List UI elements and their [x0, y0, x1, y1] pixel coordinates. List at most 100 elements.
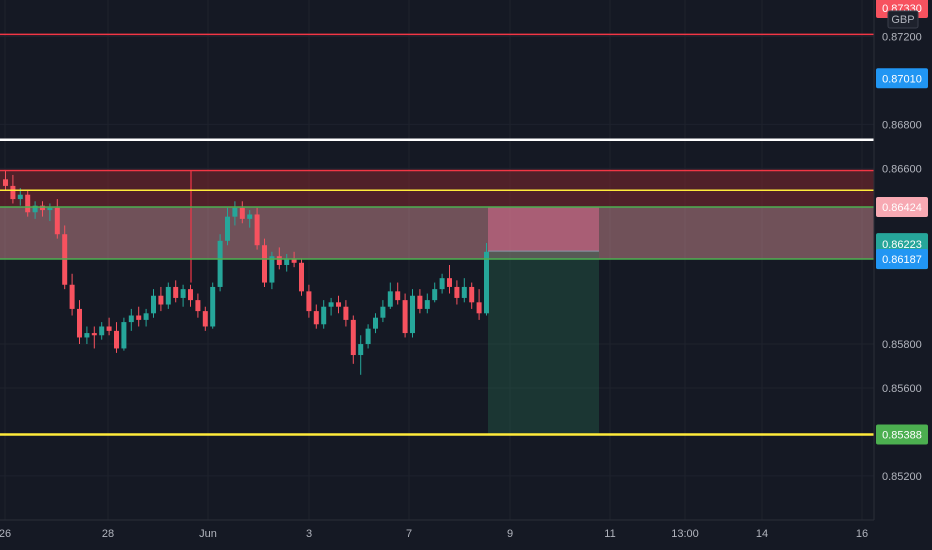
candle-bearish[interactable] — [69, 284, 75, 309]
price-badge — [876, 68, 928, 89]
candle-bullish[interactable] — [432, 289, 438, 301]
time-tick-label: 7 — [406, 528, 412, 540]
candle-bullish[interactable] — [484, 251, 489, 314]
candle-bearish[interactable] — [417, 295, 423, 309]
price-badge-label: 0.85388 — [882, 430, 922, 442]
candle-bullish[interactable] — [247, 214, 253, 219]
candle-bearish[interactable] — [195, 300, 201, 312]
candle-bullish[interactable] — [358, 344, 364, 356]
candle-bearish[interactable] — [10, 185, 16, 200]
candle-bullish[interactable] — [217, 240, 223, 287]
candle-bullish[interactable] — [461, 286, 467, 298]
currency-text: GBP — [891, 14, 914, 26]
candle-bearish[interactable] — [239, 207, 245, 219]
price-badge — [876, 196, 928, 217]
candle-bullish[interactable] — [365, 328, 371, 345]
candle-bearish[interactable] — [454, 286, 460, 298]
candle-bearish[interactable] — [262, 245, 267, 283]
time-tick-label: 11 — [604, 528, 615, 540]
candle-bullish[interactable] — [180, 289, 186, 298]
candle-bullish[interactable] — [410, 295, 415, 334]
zones — [0, 170, 874, 435]
candle-bearish[interactable] — [3, 179, 8, 186]
candle-bullish[interactable] — [380, 306, 386, 318]
price-tick-label: 0.85600 — [882, 383, 922, 395]
candle-bullish[interactable] — [284, 258, 290, 265]
candle-bearish[interactable] — [402, 300, 408, 334]
price-axis[interactable] — [874, 0, 932, 550]
price-tick-label: 0.87200 — [882, 32, 922, 44]
take-profit-zone — [488, 251, 599, 435]
candle-bearish[interactable] — [25, 194, 31, 213]
candle-bullish[interactable] — [387, 291, 393, 307]
candle-bearish[interactable] — [469, 286, 475, 303]
candle-bearish[interactable] — [202, 311, 208, 327]
supply-zone — [0, 206, 874, 260]
candle-bearish[interactable] — [447, 278, 452, 287]
candle-bearish[interactable] — [299, 262, 304, 292]
candle-bullish[interactable] — [328, 302, 334, 307]
candle-bullish[interactable] — [424, 300, 430, 309]
price-badge — [876, 424, 928, 445]
candles[interactable] — [3, 170, 489, 375]
time-tick-label: 3 — [306, 528, 312, 540]
candle-bullish[interactable] — [143, 313, 149, 320]
candle-bearish[interactable] — [158, 295, 164, 305]
candle-bearish[interactable] — [336, 302, 341, 307]
candle-bullish[interactable] — [99, 326, 105, 336]
candle-bullish[interactable] — [151, 295, 156, 314]
candle-bullish[interactable] — [210, 286, 216, 327]
candle-bearish[interactable] — [136, 315, 142, 320]
candle-bearish[interactable] — [313, 311, 319, 325]
stop-loss-zone — [488, 206, 599, 252]
candle-bearish[interactable] — [476, 302, 482, 314]
candle-bullish[interactable] — [47, 207, 53, 211]
candle-bearish[interactable] — [306, 291, 312, 312]
candle-bullish[interactable] — [32, 205, 38, 213]
candle-bullish[interactable] — [17, 194, 23, 200]
candle-bullish[interactable] — [225, 216, 230, 241]
candle-bearish[interactable] — [91, 333, 97, 336]
candle-bearish[interactable] — [173, 286, 179, 298]
price-badge-label: 0.86187 — [882, 254, 922, 266]
candle-bullish[interactable] — [373, 317, 378, 329]
candle-bearish[interactable] — [54, 207, 60, 235]
candle-bearish[interactable] — [106, 326, 112, 331]
time-axis-ticks[interactable]: 26 28 Jun 3 7 9 11 13:00 14 16 — [0, 528, 868, 540]
price-badge-label: 0.86223 — [882, 239, 922, 251]
candle-bullish[interactable] — [269, 256, 275, 283]
time-tick-label: 13:00 — [671, 528, 699, 540]
candle-bullish[interactable] — [128, 315, 134, 323]
candle-bearish[interactable] — [395, 291, 401, 301]
candle-bearish[interactable] — [291, 258, 297, 263]
price-badge-label: 0.87010 — [882, 73, 922, 85]
candle-bearish[interactable] — [40, 205, 45, 211]
time-tick-label: 26 — [0, 528, 11, 540]
time-tick-label: 16 — [856, 528, 868, 540]
candle-bullish[interactable] — [321, 306, 327, 325]
candle-bullish[interactable] — [165, 286, 171, 305]
time-tick-label: 28 — [102, 528, 114, 540]
candle-bearish[interactable] — [188, 289, 193, 301]
time-tick-label: Jun — [199, 528, 217, 540]
price-levels[interactable] — [0, 33, 874, 436]
time-tick-label: 9 — [507, 528, 513, 540]
candle-bullish[interactable] — [121, 322, 127, 349]
candle-bearish[interactable] — [350, 319, 356, 356]
price-tick-label: 0.86800 — [882, 119, 922, 131]
candle-bearish[interactable] — [254, 214, 260, 246]
candle-bearish[interactable] — [276, 256, 282, 265]
resistance-zone — [0, 170, 874, 207]
candle-bullish[interactable] — [232, 207, 238, 217]
price-tick-label: 0.86600 — [882, 163, 922, 175]
candle-bearish[interactable] — [343, 306, 349, 320]
candle-bullish[interactable] — [84, 333, 90, 338]
price-axis-ticks: 0.87200 0.86800 0.86600 0.85800 0.85600 0.852… — [882, 32, 922, 483]
currency-label: GBP — [887, 10, 919, 29]
price-tick-label: 0.85800 — [882, 339, 922, 351]
candle-bullish[interactable] — [439, 278, 445, 290]
candle-bearish[interactable] — [77, 308, 82, 338]
candle-bearish[interactable] — [114, 330, 119, 349]
